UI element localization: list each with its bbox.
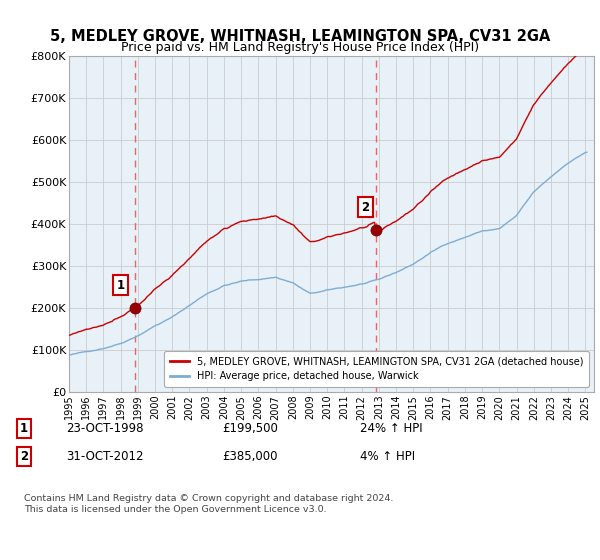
Text: £199,500: £199,500 [222,422,278,435]
Text: 2: 2 [20,450,28,463]
Text: £385,000: £385,000 [222,450,277,463]
Text: 23-OCT-1998: 23-OCT-1998 [66,422,143,435]
Text: Price paid vs. HM Land Registry's House Price Index (HPI): Price paid vs. HM Land Registry's House … [121,41,479,54]
Text: 31-OCT-2012: 31-OCT-2012 [66,450,143,463]
Text: 1: 1 [20,422,28,435]
Text: 2: 2 [362,200,370,214]
Text: Contains HM Land Registry data © Crown copyright and database right 2024.
This d: Contains HM Land Registry data © Crown c… [24,494,394,514]
Text: 4% ↑ HPI: 4% ↑ HPI [360,450,415,463]
Legend: 5, MEDLEY GROVE, WHITNASH, LEAMINGTON SPA, CV31 2GA (detached house), HPI: Avera: 5, MEDLEY GROVE, WHITNASH, LEAMINGTON SP… [164,351,589,387]
Text: 24% ↑ HPI: 24% ↑ HPI [360,422,422,435]
Text: 5, MEDLEY GROVE, WHITNASH, LEAMINGTON SPA, CV31 2GA: 5, MEDLEY GROVE, WHITNASH, LEAMINGTON SP… [50,29,550,44]
Text: 1: 1 [117,279,125,292]
